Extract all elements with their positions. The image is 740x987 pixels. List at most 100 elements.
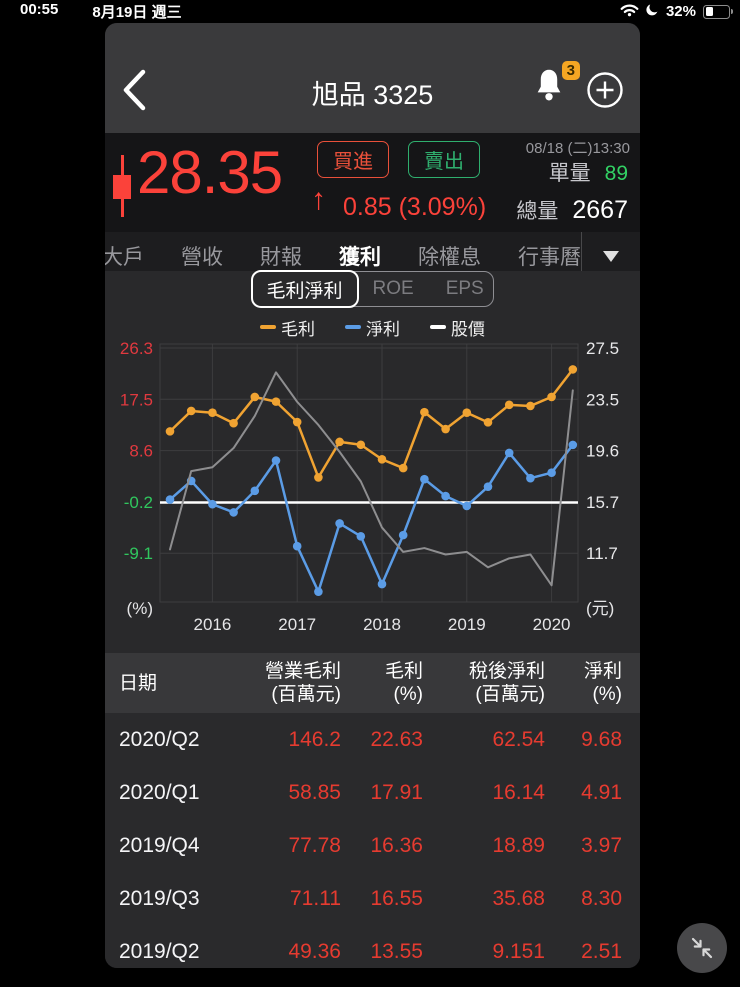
stock-app-window: 旭品 3325 3 08/18 (二)13:30 28.35 買進 賣出 ↑ 0… — [105, 23, 640, 968]
svg-text:15.7: 15.7 — [586, 493, 619, 512]
svg-text:19.6: 19.6 — [586, 442, 619, 461]
quarterly-table: 2020/Q2 146.2 22.63 62.54 9.68 2020/Q1 58.85 17… — [105, 713, 640, 968]
svg-text:2019: 2019 — [448, 615, 486, 634]
battery-icon — [703, 4, 733, 19]
bell-icon — [537, 69, 561, 101]
tab-item[interactable]: 營收 — [181, 246, 223, 269]
candlestick-icon — [113, 155, 131, 217]
tab-item[interactable]: 行事曆 — [518, 246, 581, 269]
table-row[interactable]: 2020/Q1 58.85 17.91 16.14 4.91 — [105, 766, 640, 819]
svg-text:(%): (%) — [127, 599, 153, 618]
subtab-item[interactable]: EPS — [445, 278, 484, 299]
tab-item[interactable]: 大戶 — [105, 246, 144, 269]
clock: 00:55 — [20, 1, 59, 18]
metric-segmented-control: 毛利淨利 ROE EPS — [250, 270, 494, 308]
status-date: 8月19日 週三 — [92, 4, 182, 21]
svg-text:23.5: 23.5 — [586, 390, 619, 409]
row-value: 9.151 — [492, 939, 545, 963]
svg-text:-9.1: -9.1 — [124, 544, 153, 563]
table-row[interactable]: 2019/Q2 49.36 13.55 9.151 2.51 — [105, 925, 640, 968]
collapse-arrows-icon — [691, 937, 713, 959]
tab-item[interactable]: 除權息 — [418, 246, 481, 269]
row-value: 62.54 — [492, 727, 545, 751]
more-tabs-button[interactable] — [581, 232, 640, 280]
svg-text:17.5: 17.5 — [120, 390, 153, 409]
buy-button[interactable]: 買進 — [317, 141, 389, 178]
row-value: 58.85 — [288, 780, 341, 804]
battery-percent: 32% — [665, 3, 696, 20]
row-value: 71.11 — [290, 886, 341, 910]
chevron-down-icon — [603, 250, 619, 262]
subtab-item[interactable]: 毛利淨利 — [250, 270, 359, 308]
app-header: 旭品 3325 3 — [105, 23, 640, 133]
table-row[interactable]: 2019/Q4 77.78 16.36 18.89 3.97 — [105, 819, 640, 872]
legend-item: 股價 — [430, 315, 485, 340]
svg-text:2016: 2016 — [193, 615, 231, 634]
status-bar: 00:55 8月19日 週三 32% — [0, 0, 740, 23]
total-volume-value: 2667 — [572, 196, 628, 224]
row-value: 18.89 — [492, 833, 545, 857]
page-title: 旭品 3325 — [311, 80, 434, 110]
moon-icon — [646, 2, 660, 20]
legend-dash — [345, 324, 361, 330]
legend-label: 股價 — [451, 319, 485, 339]
svg-text:-0.2: -0.2 — [124, 493, 153, 512]
legend-item: 淨利 — [345, 315, 400, 340]
row-value: 13.55 — [370, 939, 423, 963]
price-change: 0.85 (3.09%) — [343, 193, 487, 221]
column-header: 淨利 (%) — [583, 661, 622, 705]
legend-dash — [430, 324, 446, 330]
legend-item: 毛利 — [260, 315, 315, 340]
quote-timestamp: 08/18 (二)13:30 — [525, 140, 630, 157]
profit-chart-section: 毛利淨利 ROE EPS 毛利 淨利 股價 26.3 27.5 17.5 23.5 8.6 19.… — [105, 270, 640, 653]
row-value: 49.36 — [288, 939, 341, 963]
row-date: 2020/Q1 — [119, 780, 200, 804]
row-date: 2020/Q2 — [119, 727, 200, 751]
svg-text:11.7: 11.7 — [586, 544, 618, 563]
sell-button[interactable]: 賣出 — [408, 141, 480, 178]
chart-legend: 毛利 淨利 股價 — [105, 315, 640, 340]
row-value: 9.68 — [581, 727, 622, 751]
row-value: 17.91 — [370, 780, 423, 804]
back-button[interactable] — [121, 69, 151, 113]
quote-panel: 08/18 (二)13:30 28.35 買進 賣出 ↑ 0.85 (3.09%… — [105, 133, 640, 232]
row-date: 2019/Q3 — [119, 886, 200, 910]
row-value: 8.30 — [581, 886, 622, 910]
up-arrow-icon: ↑ — [311, 183, 326, 216]
wifi-icon — [620, 2, 639, 21]
svg-text:2020: 2020 — [533, 615, 571, 634]
row-value: 35.68 — [492, 886, 545, 910]
row-value: 16.55 — [370, 886, 423, 910]
unit-volume-label: 單量 — [548, 162, 591, 185]
candle-body — [113, 175, 131, 199]
row-date: 2019/Q4 — [119, 833, 200, 857]
row-value: 22.63 — [370, 727, 423, 751]
last-price: 28.35 — [137, 139, 283, 206]
total-volume-label: 總量 — [516, 200, 559, 223]
tab-item[interactable]: 獲利 — [339, 246, 381, 269]
row-value: 77.78 — [288, 833, 341, 857]
unit-volume-value: 89 — [604, 162, 628, 185]
legend-label: 淨利 — [366, 319, 400, 339]
row-value: 4.91 — [581, 780, 622, 804]
notification-bell-button[interactable]: 3 — [532, 61, 580, 111]
column-header: 毛利 (%) — [384, 661, 423, 705]
add-watchlist-button[interactable] — [586, 71, 624, 109]
table-row[interactable]: 2019/Q3 71.11 16.55 35.68 8.30 — [105, 872, 640, 925]
row-value: 3.97 — [581, 833, 622, 857]
collapse-fullscreen-button[interactable] — [677, 923, 727, 973]
svg-text:2017: 2017 — [278, 615, 316, 634]
legend-label: 毛利 — [281, 319, 315, 339]
svg-text:26.3: 26.3 — [120, 342, 153, 358]
svg-text:2018: 2018 — [363, 615, 401, 634]
column-header: 日期 — [119, 672, 158, 694]
column-header: 稅後淨利 (百萬元) — [468, 661, 545, 705]
table-header-row: 日期 營業毛利 (百萬元) 毛利 (%) 稅後淨利 (百萬元) 淨利 (%) — [105, 653, 640, 713]
plus-circle-icon — [587, 72, 623, 108]
legend-dash — [260, 324, 276, 330]
profit-trend-chart: 26.3 27.5 17.5 23.5 8.6 19.6 -0.2 15.7 -9.1 11.7 2… — [120, 339, 619, 634]
notification-badge: 3 — [561, 61, 580, 80]
subtab-item[interactable]: ROE — [372, 278, 414, 299]
table-row[interactable]: 2020/Q2 146.2 22.63 62.54 9.68 — [105, 713, 640, 766]
tab-item[interactable]: 財報 — [260, 246, 302, 269]
